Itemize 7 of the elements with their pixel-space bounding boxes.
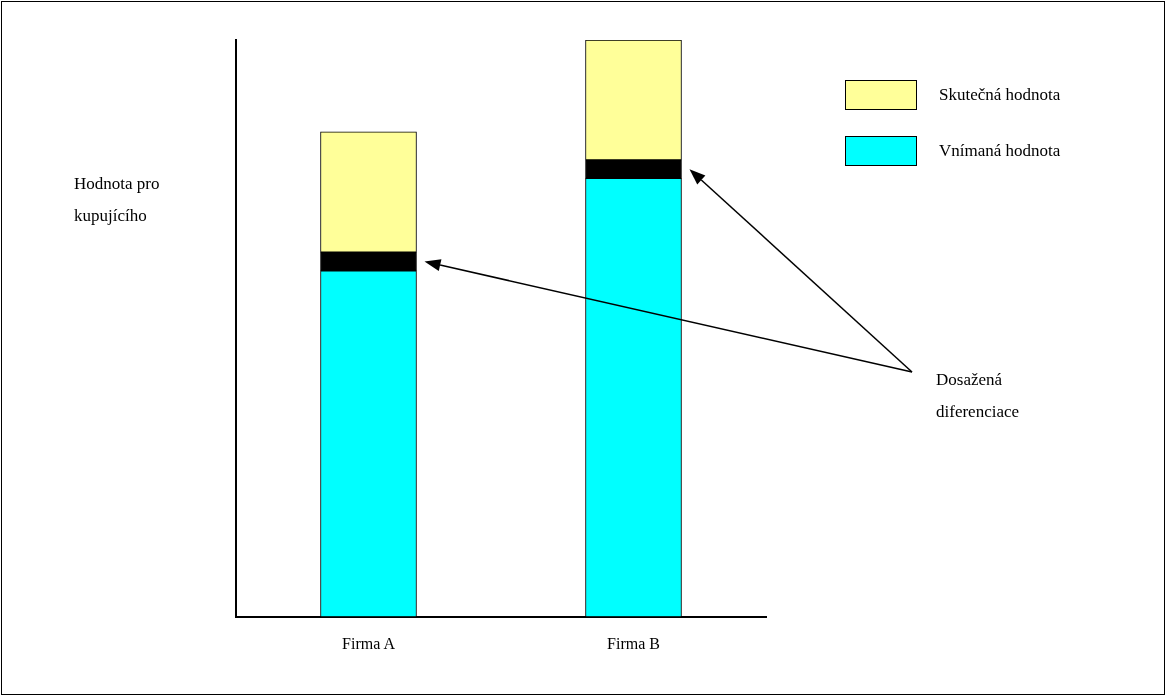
bar xyxy=(320,251,417,272)
x-tick-label: Firma A xyxy=(342,634,396,652)
legend-label: Skutečná hodnota xyxy=(939,85,1061,105)
x-tick-label: Firma B xyxy=(607,634,660,652)
text: Dosažená diferenciace xyxy=(936,369,1021,423)
legend-label: Vnímaná hodnota xyxy=(939,141,1061,161)
y-axis-title: Hodnota pro kupujícího xyxy=(74,173,161,227)
